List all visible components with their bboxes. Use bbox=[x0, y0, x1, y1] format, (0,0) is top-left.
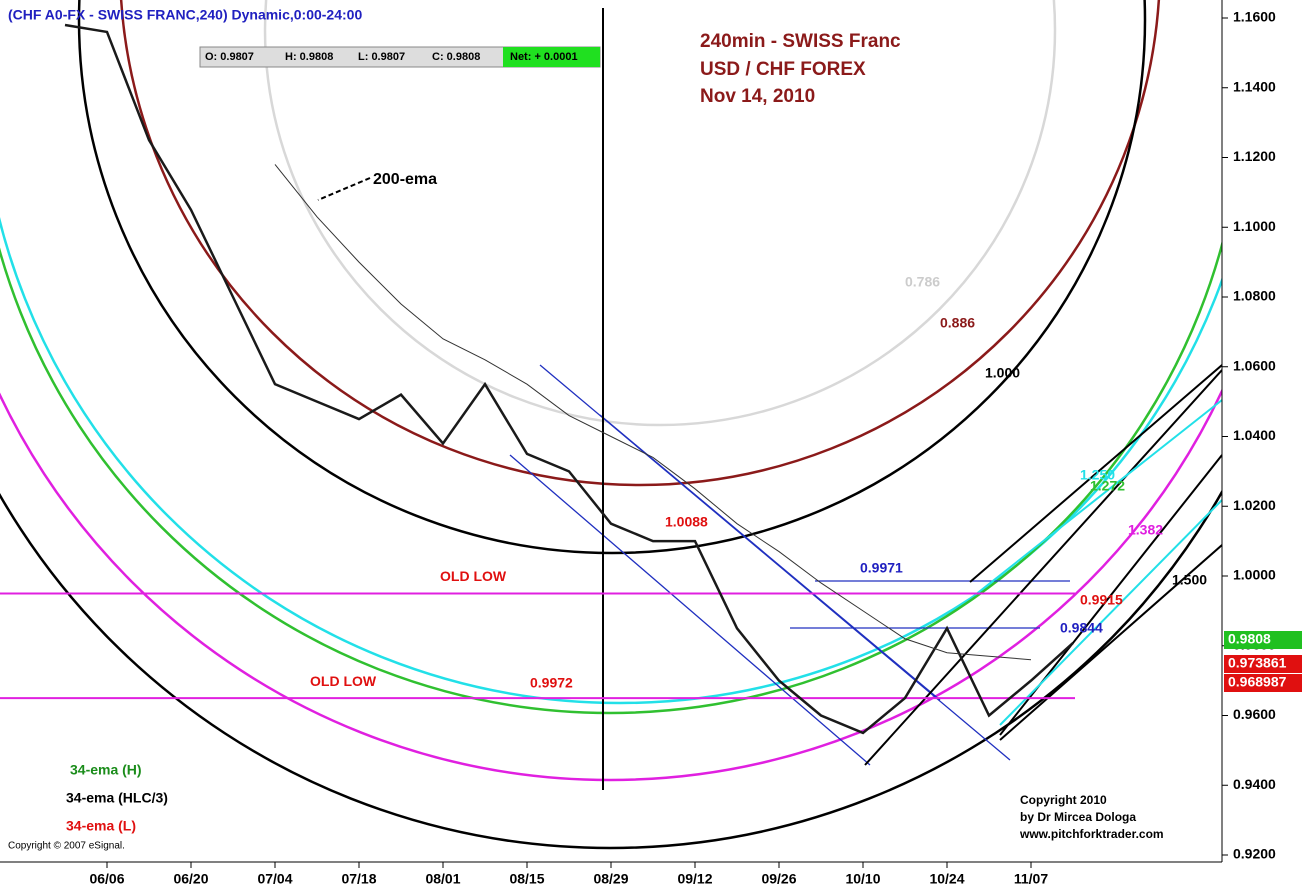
x-tick-label: 07/04 bbox=[257, 871, 292, 887]
annotation: 0.886 bbox=[940, 315, 975, 331]
price-tag-bg bbox=[1224, 631, 1302, 649]
annotation: 1.272 bbox=[1090, 478, 1125, 494]
ema-arrow bbox=[317, 177, 371, 201]
x-tick-label: 06/06 bbox=[89, 871, 124, 887]
price-tag: 0.968987 bbox=[1228, 674, 1287, 690]
arc-0886 bbox=[119, 0, 1161, 487]
annotation: 1.0088 bbox=[665, 514, 708, 530]
annotation: 0.9972 bbox=[530, 675, 573, 691]
quote-open: O: 0.9807 bbox=[205, 51, 254, 63]
x-tick-label: 08/29 bbox=[593, 871, 628, 887]
title-line: 240min - SWISS Franc bbox=[700, 31, 901, 52]
quote-low: L: 0.9807 bbox=[358, 51, 405, 63]
x-tick-label: 07/18 bbox=[341, 871, 376, 887]
level-label: OLD LOW bbox=[440, 568, 507, 584]
arc-1000 bbox=[77, 0, 1147, 555]
arc-0786 bbox=[263, 0, 1057, 427]
level-label: OLD LOW bbox=[310, 673, 377, 689]
legend-entry: 34-ema (HLC/3) bbox=[66, 790, 168, 806]
ema-note: 200-ema bbox=[373, 171, 437, 188]
annotation: 1.382 bbox=[1128, 522, 1163, 538]
arc-1382 bbox=[0, 387, 1222, 782]
y-tick-label: 1.1400 bbox=[1233, 78, 1276, 94]
y-tick-label: 1.1000 bbox=[1233, 218, 1276, 234]
arc-1272 bbox=[0, 239, 1222, 715]
annotation: 1.250 bbox=[1080, 467, 1115, 483]
legend-entry: 34-ema (H) bbox=[70, 762, 142, 778]
quote-net: Net: + 0.0001 bbox=[510, 51, 578, 63]
title-line: Nov 14, 2010 bbox=[700, 86, 815, 107]
y-tick-label: 0.9400 bbox=[1233, 776, 1276, 792]
esignal-note: Copyright © 2007 eSignal. bbox=[8, 841, 125, 852]
price-tag: 0.973861 bbox=[1228, 655, 1287, 671]
price-tag-bg bbox=[1224, 674, 1302, 692]
y-tick-label: 1.0600 bbox=[1233, 357, 1276, 373]
quote-close: C: 0.9808 bbox=[432, 51, 480, 63]
y-tick-label: 1.0400 bbox=[1233, 427, 1276, 443]
legend-entry: 34-ema (L) bbox=[66, 818, 136, 834]
copyright: www.pitchforktrader.com bbox=[1019, 827, 1164, 841]
x-tick-label: 11/07 bbox=[1014, 871, 1048, 887]
quote-high: H: 0.9808 bbox=[285, 51, 333, 63]
y-tick-label: 0.9200 bbox=[1233, 846, 1276, 862]
x-tick-label: 10/24 bbox=[929, 871, 964, 887]
copyright: Copyright 2010 bbox=[1020, 793, 1107, 807]
annotation: 1.500 bbox=[1172, 572, 1207, 588]
x-tick-label: 10/10 bbox=[845, 871, 880, 887]
arc-1500 bbox=[0, 489, 1222, 850]
y-tick-label: 1.0800 bbox=[1233, 288, 1276, 304]
x-tick-label: 09/26 bbox=[761, 871, 796, 887]
y-tick-label: 0.9600 bbox=[1233, 706, 1276, 722]
annotation: 0.9915 bbox=[1080, 592, 1123, 608]
series-line bbox=[64, 23, 1074, 735]
pitchfork-cyan bbox=[974, 399, 1222, 726]
x-tick-label: 09/12 bbox=[677, 871, 712, 887]
copyright: by Dr Mircea Dologa bbox=[1020, 810, 1136, 824]
x-tick-label: 08/15 bbox=[509, 871, 544, 887]
title-line: USD / CHF FOREX bbox=[700, 59, 866, 80]
price-tag: 0.9808 bbox=[1228, 631, 1271, 647]
y-tick-label: 1.0200 bbox=[1233, 497, 1276, 513]
annotation: 0.9844 bbox=[1060, 620, 1103, 636]
annotation: 0.9971 bbox=[860, 560, 903, 576]
net-box bbox=[503, 47, 600, 67]
x-tick-label: 06/20 bbox=[173, 871, 208, 887]
y-tick-label: 1.1600 bbox=[1233, 9, 1276, 25]
y-tick-label: 1.1200 bbox=[1233, 148, 1276, 164]
series-line bbox=[274, 164, 1032, 661]
pitchfork-black bbox=[864, 364, 1222, 766]
y-tick-label: 1.0000 bbox=[1233, 567, 1276, 583]
annotation: 1.000 bbox=[985, 365, 1020, 381]
price-tag-bg bbox=[1224, 655, 1302, 673]
arc-1250 bbox=[0, 215, 1222, 705]
fib-arcs bbox=[0, 0, 1222, 850]
x-tick-label: 08/01 bbox=[425, 871, 460, 887]
pitchfork-blue bbox=[509, 364, 1070, 766]
annotation: 0.786 bbox=[905, 274, 940, 290]
header: (CHF A0-FX - SWISS FRANC,240) Dynamic,0:… bbox=[8, 7, 362, 23]
